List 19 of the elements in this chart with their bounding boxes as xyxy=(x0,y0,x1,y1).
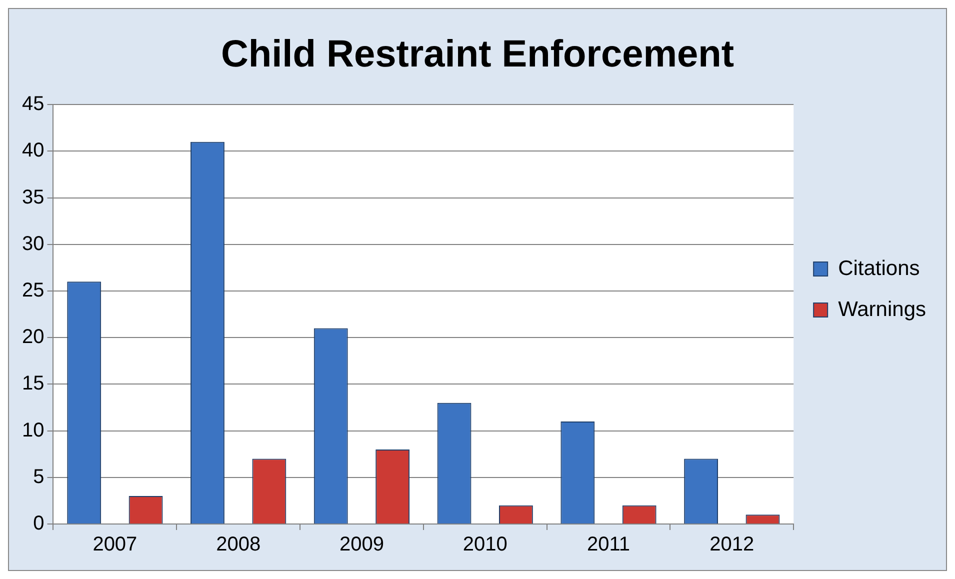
x-tick-label: 2011 xyxy=(586,534,630,556)
x-tick-label: 2012 xyxy=(710,534,754,556)
x-tick-label: 2008 xyxy=(216,534,261,556)
y-tick-label: 15 xyxy=(22,372,44,395)
legend-label: Warnings xyxy=(838,298,926,321)
x-tick-label: 2007 xyxy=(92,534,138,556)
y-tick-label: 20 xyxy=(22,326,44,348)
y-tick-label: 5 xyxy=(33,466,44,488)
y-tick-label: 30 xyxy=(22,232,44,255)
y-tick-label: 0 xyxy=(33,512,44,535)
chart-title: Child Restraint Enforcement xyxy=(220,33,734,76)
legend-label: Citations xyxy=(838,256,920,280)
x-tick-label: 2009 xyxy=(339,534,384,556)
y-tick-label: 45 xyxy=(22,93,44,116)
y-tick-label: 25 xyxy=(22,280,44,302)
y-tick-label: 10 xyxy=(22,419,44,442)
y-tick-label: 35 xyxy=(22,186,44,208)
x-tick-label: 2010 xyxy=(462,534,508,556)
y-tick-label: 40 xyxy=(22,140,44,162)
